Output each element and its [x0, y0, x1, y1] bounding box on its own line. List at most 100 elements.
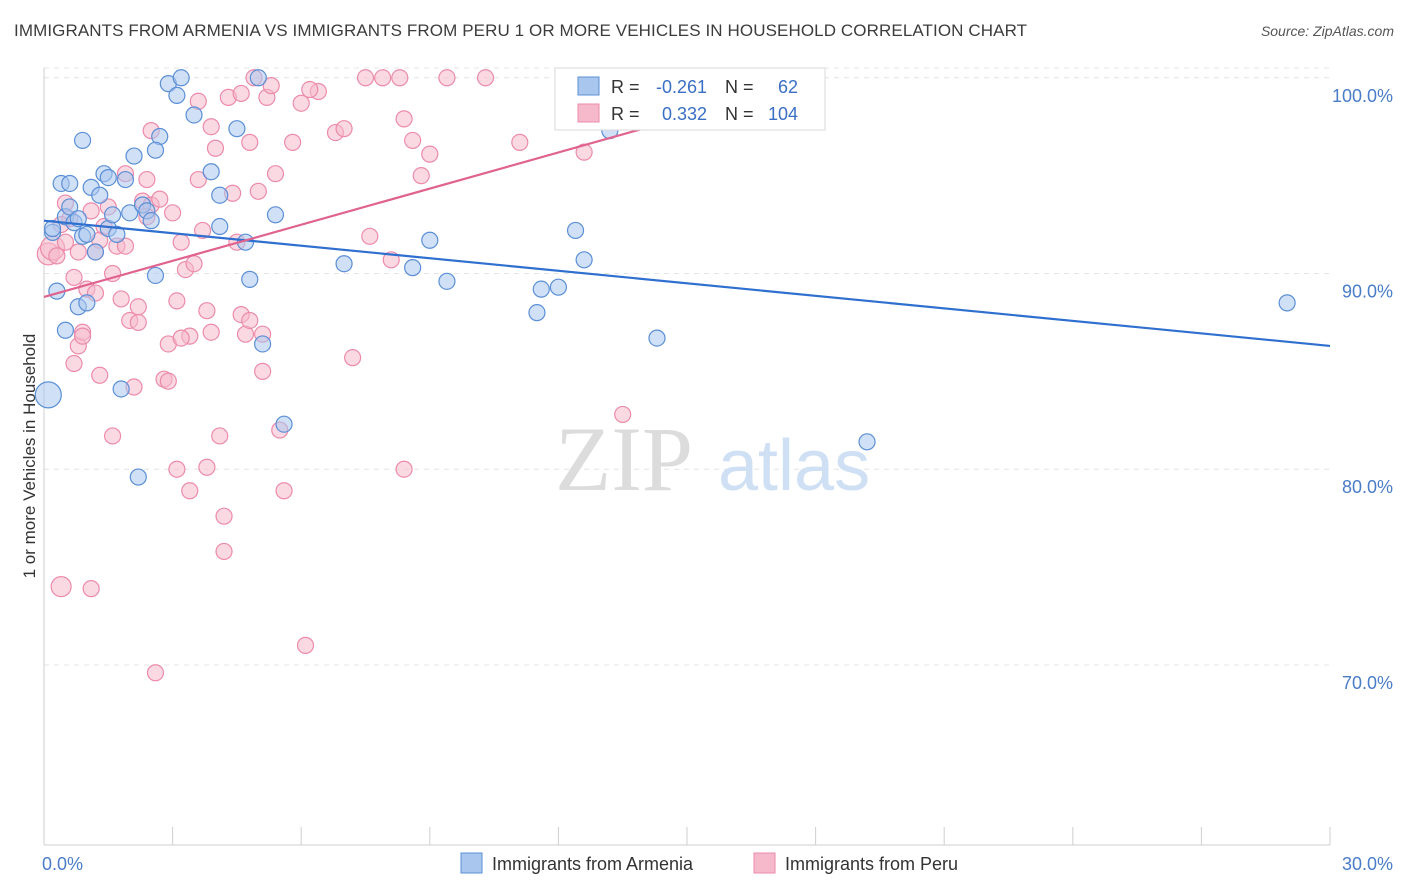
- armenia-point: [211, 186, 229, 204]
- legend-peru-label: Immigrants from Peru: [785, 854, 958, 874]
- armenia-point: [61, 198, 79, 216]
- peru-point: [262, 77, 280, 95]
- legend-armenia-swatch: [460, 852, 483, 874]
- peru-point: [232, 84, 250, 103]
- armenia-point: [249, 69, 267, 87]
- armenia-point: [254, 335, 272, 353]
- y-tick-label: 80.0%: [1342, 477, 1393, 497]
- peru-point: [168, 460, 186, 478]
- armenia-point: [275, 415, 293, 433]
- peru-point: [146, 664, 165, 682]
- y-tick-label: 90.0%: [1342, 282, 1393, 302]
- y-tick-labels: 70.0% 80.0% 90.0% 100.0%: [1332, 86, 1393, 693]
- peru-point: [241, 311, 259, 330]
- armenia-point: [146, 266, 165, 285]
- peru-point: [73, 327, 92, 345]
- peru-point: [151, 190, 169, 208]
- peru-point: [284, 133, 302, 151]
- peru-point: [301, 80, 319, 99]
- peru-point: [189, 170, 207, 189]
- stats-peru-n-label: N =: [725, 104, 754, 124]
- peru-point: [194, 221, 212, 240]
- peru-point: [172, 233, 190, 251]
- peru-point: [266, 165, 285, 183]
- armenia-point: [116, 170, 135, 189]
- armenia-point: [168, 86, 186, 105]
- peru-point: [412, 167, 430, 185]
- peru-point: [421, 145, 439, 163]
- peru-point: [206, 139, 225, 157]
- peru-point: [103, 427, 122, 445]
- peru-point: [395, 110, 413, 128]
- peru-point: [296, 636, 315, 654]
- legend-armenia-label: Immigrants from Armenia: [492, 854, 694, 874]
- peru-point: [181, 482, 199, 500]
- peru-point: [69, 243, 87, 261]
- stats-armenia-swatch: [577, 76, 600, 96]
- peru-point: [275, 482, 293, 500]
- armenia-point: [528, 304, 546, 322]
- peru-point: [185, 255, 203, 273]
- armenia-point: [648, 329, 666, 347]
- peru-point: [65, 268, 83, 287]
- stats-box: R = -0.261 N = 62 R = 0.332 N = 104: [554, 67, 826, 131]
- peru-point: [391, 69, 409, 87]
- peru-point: [202, 118, 220, 136]
- peru-point: [254, 362, 272, 380]
- armenia-point: [91, 186, 109, 204]
- armenia-point: [86, 243, 105, 261]
- peru-point: [159, 372, 177, 390]
- legend: Immigrants from Armenia Immigrants from …: [460, 852, 958, 874]
- peru-point: [215, 542, 233, 561]
- x-tick-labels: 0.0% 30.0%: [42, 854, 1393, 874]
- peru-point: [168, 292, 186, 310]
- y-axis-label: 1 or more Vehicles in Household: [20, 334, 39, 579]
- axes: [43, 68, 1331, 846]
- peru-point: [129, 313, 147, 332]
- armenia-point: [532, 280, 550, 298]
- armenia-points: [34, 69, 1296, 486]
- stats-armenia-r-label: R =: [611, 77, 640, 97]
- peru-point: [292, 94, 310, 112]
- peru-point: [48, 247, 66, 265]
- armenia-point: [421, 231, 439, 249]
- legend-peru-swatch: [753, 852, 776, 874]
- armenia-trend-line: [43, 219, 1331, 348]
- gridlines: [44, 67, 1330, 666]
- peru-point: [511, 133, 529, 151]
- source-label: Source: ZipAtlas.com: [1260, 23, 1394, 39]
- armenia-point: [125, 147, 143, 165]
- y-tick-label: 70.0%: [1342, 673, 1393, 693]
- armenia-point: [103, 206, 122, 224]
- stats-armenia-n-label: N =: [725, 77, 754, 97]
- armenia-point: [404, 259, 422, 277]
- armenia-point: [61, 174, 79, 193]
- x-tick-label: 0.0%: [42, 854, 83, 874]
- armenia-point: [266, 206, 285, 224]
- peru-point: [198, 458, 216, 476]
- peru-point: [129, 298, 147, 316]
- peru-point: [202, 323, 220, 341]
- peru-points: [36, 69, 632, 682]
- peru-point: [164, 204, 182, 222]
- armenia-point: [185, 106, 203, 124]
- armenia-point: [112, 380, 130, 398]
- armenia-point: [202, 163, 220, 181]
- peru-point: [65, 354, 83, 373]
- armenia-point: [142, 212, 160, 230]
- peru-point: [404, 131, 422, 150]
- armenia-point: [335, 255, 353, 273]
- peru-point: [172, 329, 190, 347]
- armenia-point: [566, 221, 585, 240]
- armenia-point: [228, 120, 246, 138]
- armenia-point: [549, 278, 568, 296]
- peru-point: [614, 405, 632, 424]
- peru-point: [112, 290, 130, 308]
- peru-point: [344, 349, 362, 367]
- chart-title: IMMIGRANTS FROM ARMENIA VS IMMIGRANTS FR…: [14, 21, 1028, 40]
- peru-point: [361, 227, 379, 245]
- peru-point: [198, 302, 216, 320]
- armenia-point: [146, 141, 165, 159]
- armenia-point: [34, 381, 62, 409]
